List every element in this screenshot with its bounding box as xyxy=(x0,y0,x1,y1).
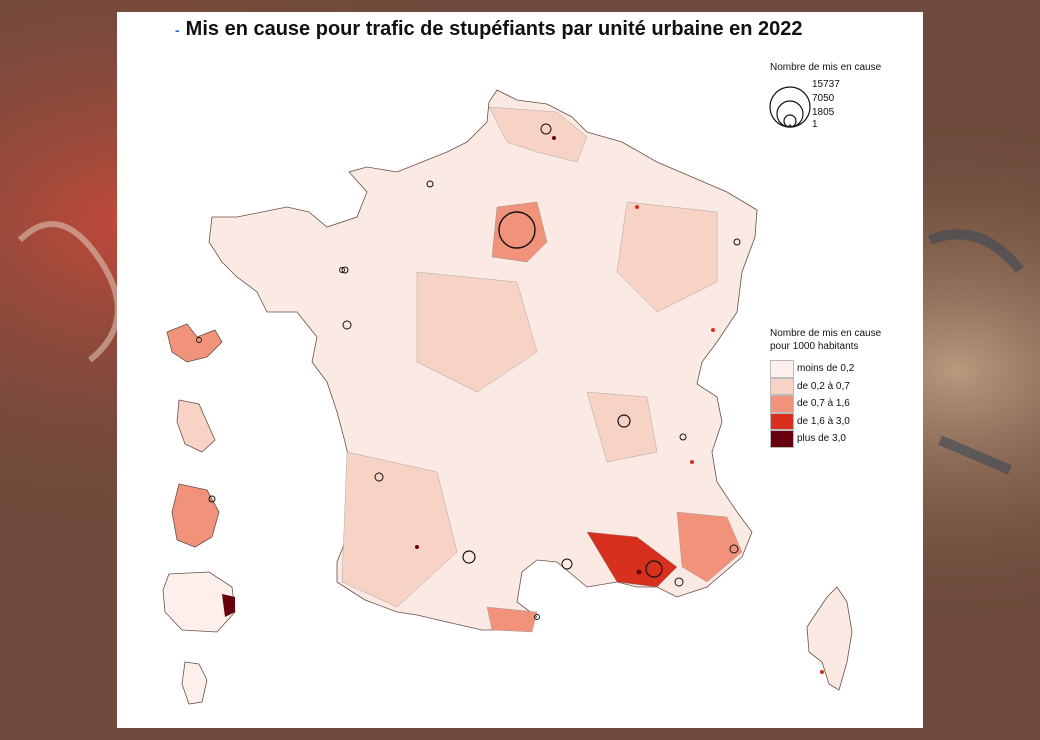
legend-swatch xyxy=(770,377,794,395)
circle-strasbourg xyxy=(733,238,741,246)
legend-row: plus de 3,0 xyxy=(770,430,881,448)
size-legend-value: 7050 xyxy=(812,93,835,104)
circle-bordeaux xyxy=(374,472,384,482)
zone-east xyxy=(616,201,718,313)
circle-rouen xyxy=(426,180,434,188)
hotspot-dot xyxy=(635,205,639,209)
zone-center xyxy=(416,271,538,393)
hotspot-dot xyxy=(711,328,715,332)
size-legend: Nombre de mis en cause 15737 7050 1805 1 xyxy=(770,62,882,130)
circle-guyane xyxy=(208,495,216,503)
zone-paris xyxy=(491,201,548,263)
title-bullet: - xyxy=(175,21,180,38)
legend-label: plus de 3,0 xyxy=(797,433,846,445)
color-legend-title-1: Nombre de mis en cause xyxy=(770,328,882,339)
reunion xyxy=(162,571,236,633)
circle-rennes xyxy=(341,266,349,274)
hotspot-dot xyxy=(690,460,694,464)
circle-toulouse xyxy=(462,550,476,564)
size-legend-value: 1805 xyxy=(812,107,835,118)
circle-nice xyxy=(729,544,739,554)
circle-grenoble xyxy=(679,433,687,441)
france-map xyxy=(162,86,853,705)
circle-nantes xyxy=(342,320,352,330)
legend-label: de 1,6 à 3,0 xyxy=(797,415,850,427)
legend-row: de 0,7 à 1,6 xyxy=(770,395,881,413)
size-legend-value: 15737 xyxy=(812,79,840,90)
hotspot-dot xyxy=(820,670,824,674)
legend-label: de 0,7 à 1,6 xyxy=(797,398,850,410)
zone-riviera xyxy=(676,511,743,583)
zone-southeast xyxy=(586,531,678,588)
circle-lyon xyxy=(617,414,631,428)
circle-marseille xyxy=(645,560,663,578)
zone-southwest xyxy=(341,451,458,608)
mayotte xyxy=(181,661,208,705)
circle-lille xyxy=(540,123,552,135)
zone-north xyxy=(488,106,588,163)
legend-swatch xyxy=(770,395,794,413)
hotspot-dot xyxy=(415,545,419,549)
color-legend: Nombre de mis en cause pour 1000 habitan… xyxy=(770,327,881,448)
legend-row: de 0,2 à 0,7 xyxy=(770,377,881,395)
guadeloupe xyxy=(166,323,223,363)
size-legend-title: Nombre de mis en cause xyxy=(770,62,882,73)
corsica xyxy=(806,586,853,691)
legend-row: de 1,6 à 3,0 xyxy=(770,412,881,430)
legend-swatch xyxy=(770,412,794,430)
color-legend-title-2: pour 1000 habitants xyxy=(770,341,859,352)
martinique xyxy=(176,399,216,453)
zone-pyrenees-east xyxy=(486,606,538,633)
size-legend-value: 1 xyxy=(812,119,818,130)
circle-paris xyxy=(498,211,536,249)
reunion-hotspot xyxy=(222,594,235,617)
legend-row: moins de 0,2 xyxy=(770,360,881,378)
legend-swatch xyxy=(770,360,794,378)
circle-toulon xyxy=(674,577,684,587)
circle-montpellier xyxy=(561,558,573,570)
circle-perpignan xyxy=(534,614,540,620)
circle-guadeloupe xyxy=(196,337,202,343)
map-title: - Mis en cause pour trafic de stupéfiants… xyxy=(175,18,803,41)
legend-size-circles xyxy=(769,86,811,128)
hotspot-dot xyxy=(636,569,642,575)
map-title-text: Mis en cause pour trafic de stupéfiants … xyxy=(185,18,803,40)
hotspot-dot xyxy=(552,136,556,140)
circle-caen xyxy=(339,267,345,273)
legend-swatch xyxy=(770,430,794,448)
guyane xyxy=(171,483,220,548)
legend-label: moins de 0,2 xyxy=(797,363,855,375)
legend-label: de 0,2 à 0,7 xyxy=(797,380,850,392)
